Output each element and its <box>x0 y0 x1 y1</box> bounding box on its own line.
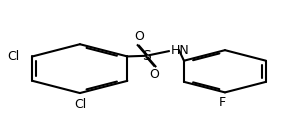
Text: S: S <box>142 49 151 63</box>
Text: O: O <box>149 68 159 81</box>
Text: F: F <box>218 96 226 109</box>
Text: O: O <box>134 30 144 43</box>
Text: HN: HN <box>170 44 189 57</box>
Text: Cl: Cl <box>74 98 86 111</box>
Text: Cl: Cl <box>7 50 19 63</box>
